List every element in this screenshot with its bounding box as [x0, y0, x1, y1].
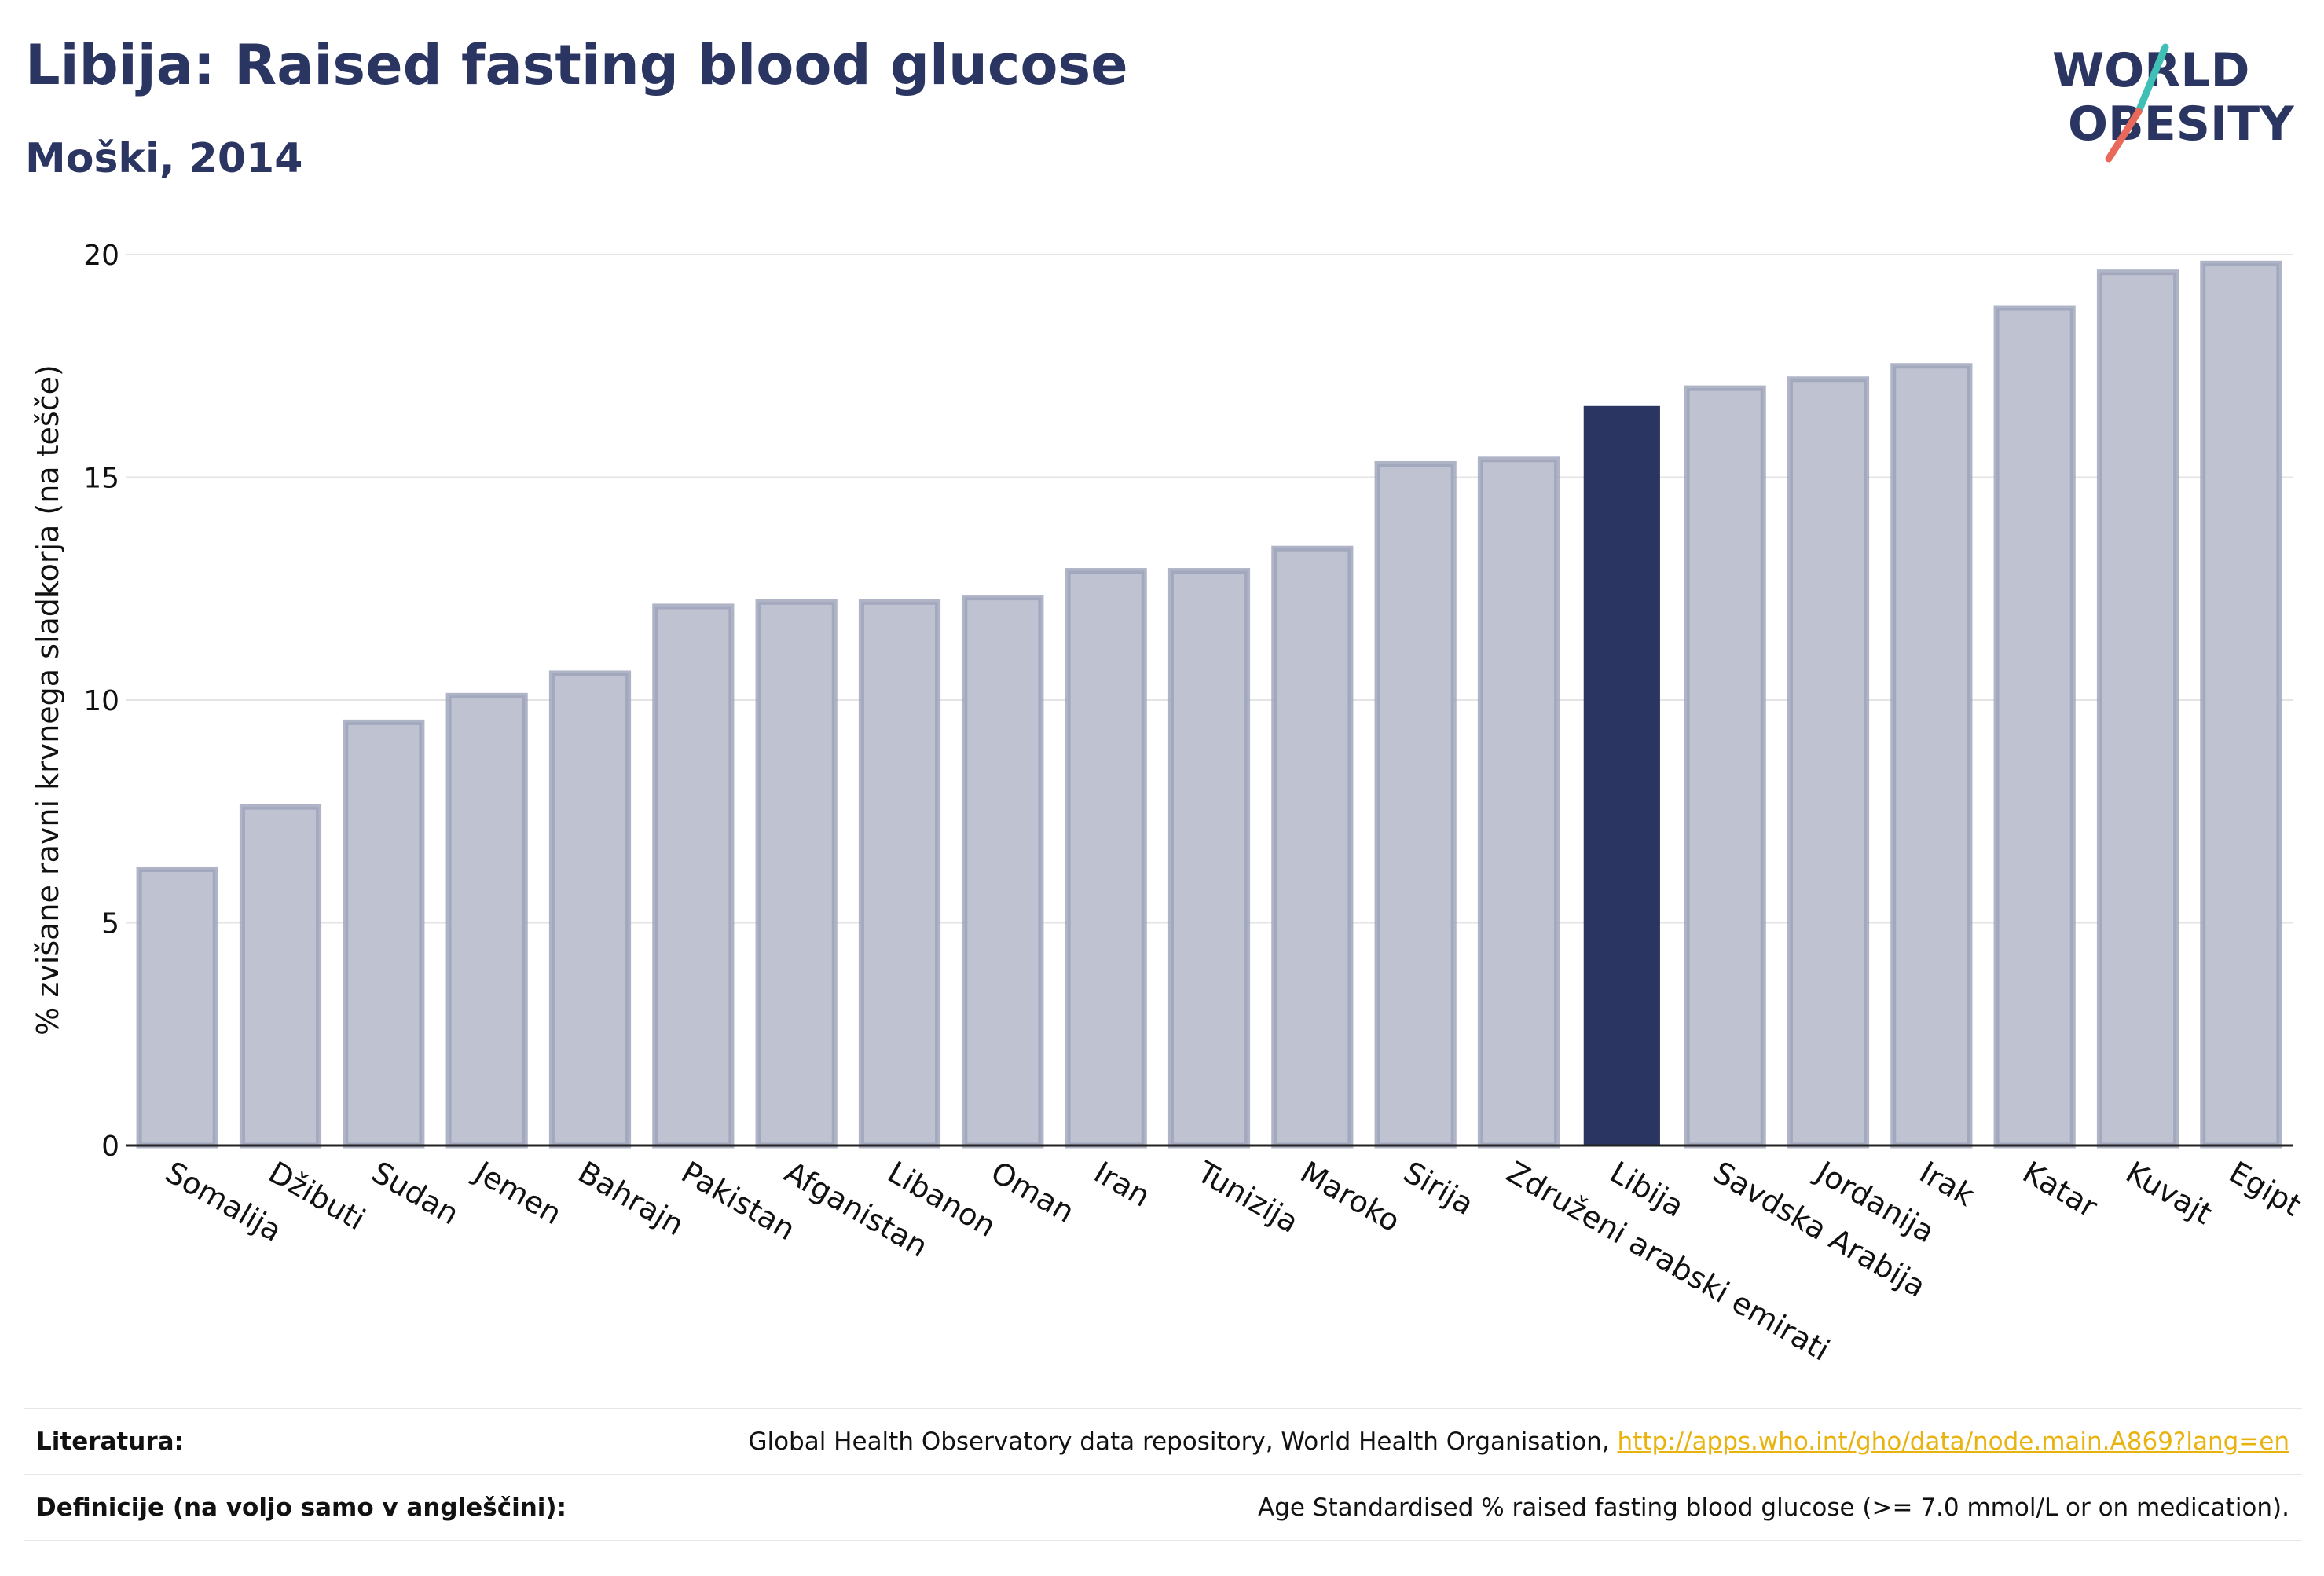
bar-libanon[interactable] — [858, 599, 941, 1149]
x-tick-label: Katar — [2017, 1155, 2103, 1225]
x-tick-label: Bahrajn — [573, 1155, 690, 1243]
x-tick-label: Kuvajt — [2121, 1155, 2218, 1231]
bar-maroko[interactable] — [1271, 545, 1354, 1149]
y-tick-label: 20 — [83, 240, 119, 272]
world-obesity-logo: WORLD OBESITY — [2052, 43, 2295, 163]
x-tick-label: Sirija — [1398, 1155, 1479, 1222]
x-tick-label: Maroko — [1295, 1155, 1406, 1239]
bar-džibuti[interactable] — [239, 804, 322, 1149]
chart-title: Libija: Raised fasting blood glucose — [25, 33, 1128, 97]
bar-katar[interactable] — [1993, 305, 2076, 1149]
bar-somalija[interactable] — [136, 866, 218, 1149]
bar-jordanija[interactable] — [1787, 376, 1870, 1149]
bar-libija[interactable] — [1583, 405, 1660, 1145]
logo-line2: OBESITY — [2068, 97, 2295, 152]
x-tick-label: Tunizija — [1191, 1154, 1305, 1240]
x-tick-label: Irak — [1914, 1155, 1980, 1213]
source-link[interactable]: http://apps.who.int/gho/data/node.main.A… — [1617, 1428, 2289, 1456]
y-tick-label: 0 — [101, 1131, 119, 1163]
bar-pakistan[interactable] — [652, 603, 735, 1149]
y-tick-label: 15 — [83, 463, 119, 495]
bar-združeni-arabski-emirati[interactable] — [1477, 456, 1560, 1149]
source-value: Global Health Observatory data repositor… — [748, 1428, 2302, 1456]
bar-bahrajn[interactable] — [548, 670, 632, 1149]
bar-sirija[interactable] — [1374, 460, 1457, 1149]
source-label: Literatura: — [36, 1428, 184, 1456]
x-tick-label: Sudan — [366, 1155, 465, 1232]
bars — [136, 260, 2282, 1149]
bar-egipt[interactable] — [2200, 260, 2282, 1149]
bar-jemen[interactable] — [445, 692, 528, 1149]
bar-oman[interactable] — [962, 595, 1044, 1149]
definition-row: Definicije (na voljo samo v angleščini):… — [24, 1474, 2302, 1541]
bar-irak[interactable] — [1890, 363, 1973, 1149]
x-tick-label: Pakistan — [676, 1155, 801, 1248]
y-tick-label: 10 — [83, 685, 119, 717]
bar-iran[interactable] — [1065, 568, 1147, 1149]
source-text: Global Health Observatory data repositor… — [748, 1428, 1610, 1456]
y-tick-label: 5 — [101, 908, 119, 940]
logo-slash-red — [2105, 108, 2143, 163]
definition-text: Age Standardised % raised fasting blood … — [1258, 1494, 2289, 1522]
bar-kuvajt[interactable] — [2096, 269, 2179, 1149]
y-axis-label: % zvišane ravni krvnega sladkorja (na te… — [31, 365, 65, 1035]
x-tick-label: Jemen — [467, 1154, 567, 1232]
x-tick-label: Oman — [985, 1155, 1080, 1230]
definition-label: Definicije (na voljo samo v angleščini): — [36, 1494, 566, 1522]
x-tick-label: Iran — [1088, 1155, 1156, 1214]
logo-slash-teal — [2135, 43, 2169, 115]
bar-afganistan[interactable] — [755, 599, 838, 1149]
source-row: Literatura: Global Health Observatory da… — [24, 1408, 2302, 1474]
x-tick-label: Egipt — [2223, 1155, 2308, 1223]
chart-subtitle: Moški, 2014 — [25, 135, 303, 182]
bar-savdska-arabija[interactable] — [1684, 385, 1766, 1149]
bar-tunizija[interactable] — [1167, 568, 1251, 1149]
bar-sudan[interactable] — [343, 719, 425, 1149]
references-table: Literatura: Global Health Observatory da… — [24, 1408, 2302, 1541]
x-tick-label: Somalija — [159, 1155, 288, 1248]
